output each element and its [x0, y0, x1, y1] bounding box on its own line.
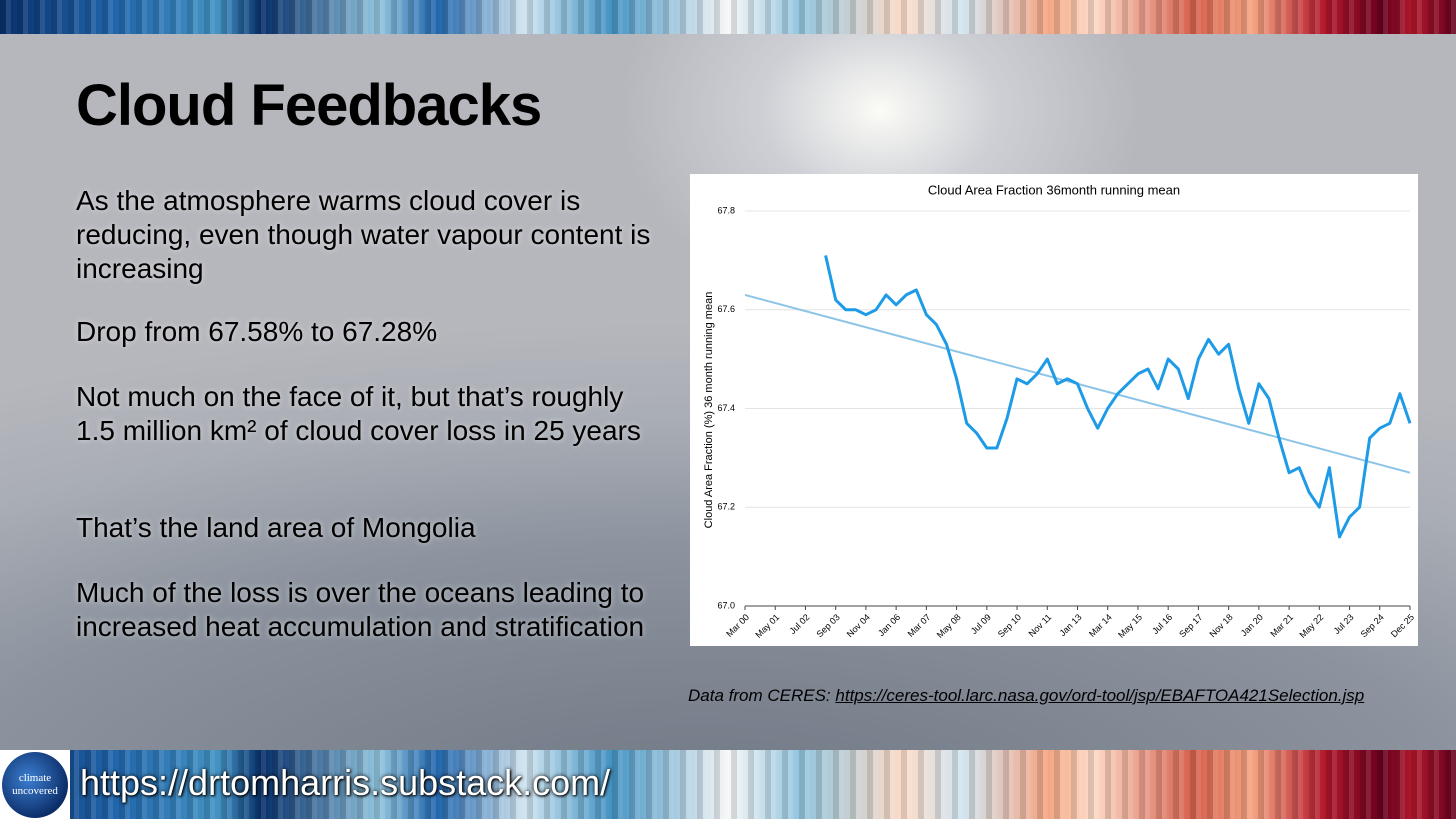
x-tick-label: May 01 [753, 612, 781, 640]
warming-stripes [0, 0, 1456, 34]
x-tick-label: Nov 18 [1207, 612, 1234, 639]
logo-text: uncovered [12, 785, 58, 797]
x-tick-label: Dec 25 [1389, 612, 1416, 639]
y-tick-label: 67.2 [717, 502, 735, 512]
x-tick-label: Jan 13 [1057, 612, 1083, 638]
x-tick-label: Mar 00 [724, 612, 751, 639]
y-tick-label: 67.4 [717, 403, 735, 413]
paragraph: Much of the loss is over the oceans lead… [76, 577, 645, 642]
x-tick-label: Mar 21 [1268, 612, 1295, 639]
x-tick-label: May 15 [1116, 612, 1144, 640]
logo-text: climate [18, 772, 52, 784]
chart: Cloud Area Fraction 36month running mean… [690, 174, 1418, 646]
paragraph: Not much on the face of it, but that’s r… [76, 381, 641, 446]
x-tick-label: Jul 16 [1150, 612, 1174, 636]
chart-title: Cloud Area Fraction 36month running mean [928, 182, 1180, 197]
x-tick-label: Sep 03 [815, 612, 842, 639]
source-link[interactable]: https://ceres-tool.larc.nasa.gov/ord-too… [835, 686, 1365, 705]
x-tick-label: May 22 [1297, 612, 1325, 640]
slide-title: Cloud Feedbacks [76, 73, 542, 138]
x-tick-label: Jul 23 [1332, 612, 1356, 636]
footer-url[interactable]: https://drtomharris.substack.com/ [80, 762, 611, 803]
paragraph: As the atmosphere warms cloud cover is r… [76, 185, 651, 284]
logo: climate uncovered [2, 752, 68, 818]
warming-stripes [0, 750, 1456, 819]
x-tick-label: Nov 11 [1027, 612, 1054, 639]
x-tick-label: Jan 20 [1239, 612, 1265, 638]
x-tick-label: Sep 10 [996, 612, 1023, 639]
source-prefix: Data from CERES: [688, 686, 831, 705]
paragraph: Drop from 67.58% to 67.28% [76, 316, 438, 347]
x-tick-label: Jan 06 [876, 612, 902, 638]
x-tick-label: Mar 07 [906, 612, 933, 639]
data-line [824, 255, 1412, 539]
x-tick-label: Jul 09 [969, 612, 993, 636]
x-tick-label: Nov 04 [845, 612, 872, 639]
y-axis-label: Cloud Area Fraction (%) 36 month running… [703, 292, 715, 529]
y-tick-label: 67.8 [717, 205, 735, 215]
y-tick-label: 67.6 [717, 304, 735, 314]
x-tick-label: Sep 24 [1359, 612, 1386, 639]
x-tick-label: May 08 [935, 612, 963, 640]
x-tick-label: Sep 17 [1177, 612, 1204, 639]
y-tick-label: 67.0 [717, 600, 735, 610]
paragraph: That’s the land area of Mongolia [76, 512, 476, 543]
x-tick-label: Mar 14 [1087, 612, 1114, 639]
source-note: Data from CERES: https://ceres-tool.larc… [688, 686, 1364, 706]
x-tick-label: Jul 02 [787, 612, 811, 636]
